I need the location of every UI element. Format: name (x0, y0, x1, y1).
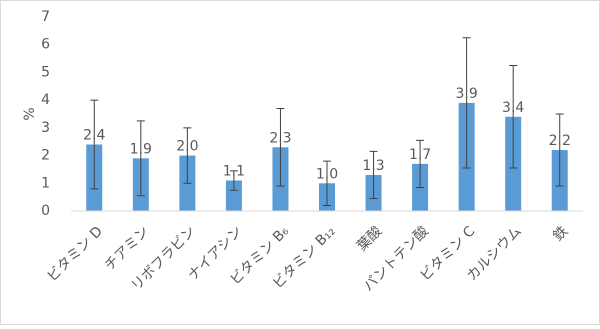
data-label: 2.2 (549, 133, 571, 149)
y-tick-label: 5 (41, 64, 50, 80)
y-tick-label: 3 (41, 120, 50, 136)
error-bar (462, 37, 471, 169)
y-tick-label: 6 (41, 37, 50, 53)
error-bar (276, 107, 285, 187)
error-bar (323, 160, 331, 206)
y-tick-label: 1 (41, 175, 50, 191)
y-axis-label: % (22, 107, 38, 120)
error-bar (555, 113, 564, 187)
error-bar (136, 120, 145, 197)
data-label: 1.7 (409, 147, 431, 163)
data-label: 2.3 (269, 130, 291, 146)
y-tick-label: 4 (41, 92, 50, 108)
error-bar (509, 65, 518, 169)
data-label: 1.0 (316, 166, 338, 182)
y-tick-label: 2 (41, 148, 50, 164)
data-label: 1.3 (362, 158, 384, 174)
error-bar (369, 150, 378, 200)
data-label: 1.1 (223, 164, 245, 180)
bar (225, 180, 242, 211)
error-bar (90, 99, 99, 190)
data-label: 3.9 (456, 86, 478, 102)
error-bar (183, 127, 192, 184)
data-label: 3.4 (502, 100, 524, 116)
data-label: 2.4 (83, 127, 105, 143)
data-label: 1.9 (130, 141, 152, 157)
y-tick-label: 7 (41, 9, 50, 25)
y-tick-label: 0 (41, 203, 50, 219)
error-bar (416, 139, 425, 188)
data-label: 2.0 (176, 139, 198, 155)
error-bar (229, 170, 238, 191)
